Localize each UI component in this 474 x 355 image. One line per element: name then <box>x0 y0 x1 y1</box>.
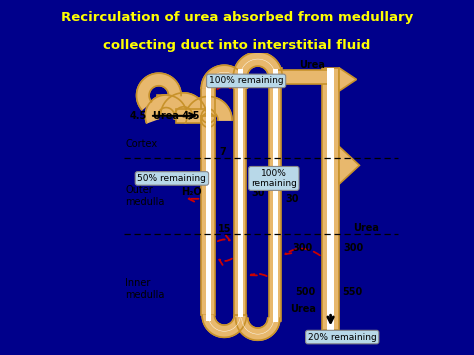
Text: 300: 300 <box>293 243 313 253</box>
Bar <box>327 68 334 330</box>
Polygon shape <box>201 113 215 127</box>
Polygon shape <box>184 97 232 120</box>
Text: Urea 4.5: Urea 4.5 <box>153 111 200 121</box>
Polygon shape <box>137 73 181 110</box>
Polygon shape <box>145 95 187 123</box>
Polygon shape <box>161 93 207 116</box>
Text: Urea: Urea <box>299 60 325 70</box>
Text: 100%
remaining: 100% remaining <box>251 169 297 188</box>
Bar <box>157 95 170 116</box>
Text: H₂O: H₂O <box>181 186 201 197</box>
Text: 7: 7 <box>219 147 227 157</box>
Bar <box>237 69 243 317</box>
Polygon shape <box>233 52 282 77</box>
Bar <box>176 109 208 123</box>
Bar <box>268 68 282 77</box>
Bar <box>269 68 282 321</box>
Text: 500: 500 <box>296 287 316 297</box>
Text: 550: 550 <box>342 287 362 297</box>
Text: Outer
medulla: Outer medulla <box>125 185 164 207</box>
Bar <box>273 69 278 322</box>
Text: 15: 15 <box>218 224 232 234</box>
Polygon shape <box>201 65 247 88</box>
Text: Cortex: Cortex <box>125 139 157 149</box>
Text: 4.5: 4.5 <box>130 111 147 121</box>
Text: 20% remaining: 20% remaining <box>308 333 376 342</box>
Bar <box>206 87 211 321</box>
Polygon shape <box>339 68 356 91</box>
Text: 50% remaining: 50% remaining <box>137 174 206 183</box>
Polygon shape <box>339 146 359 184</box>
Text: Recirculation of urea absorbed from medullary: Recirculation of urea absorbed from medu… <box>61 11 413 24</box>
Text: 30: 30 <box>251 188 264 198</box>
Polygon shape <box>236 318 280 340</box>
Text: 300: 300 <box>343 243 364 253</box>
Bar <box>234 68 246 315</box>
Text: Inner
medulla: Inner medulla <box>125 278 164 300</box>
Bar <box>322 68 339 330</box>
Bar <box>201 116 215 315</box>
Text: Urea: Urea <box>290 305 316 315</box>
Bar <box>275 70 330 83</box>
Bar <box>201 88 215 116</box>
Polygon shape <box>202 315 246 337</box>
Polygon shape <box>201 109 215 123</box>
Text: 100% remaining: 100% remaining <box>209 76 283 86</box>
Text: 30: 30 <box>286 194 299 204</box>
Text: collecting duct into interstitial fluid: collecting duct into interstitial fluid <box>103 39 371 52</box>
Text: Urea: Urea <box>354 223 379 233</box>
Bar <box>233 68 247 77</box>
